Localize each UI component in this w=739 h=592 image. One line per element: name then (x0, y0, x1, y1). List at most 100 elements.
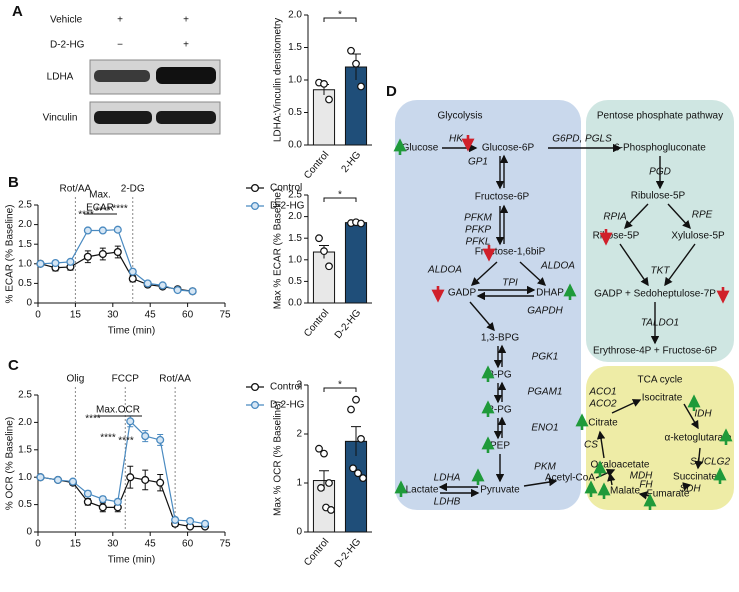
legend-label: D-2-HG (270, 400, 305, 411)
metabolite: PEP (490, 441, 510, 452)
y-tick-label: 1.0 (288, 75, 302, 86)
data-point (320, 449, 328, 458)
event-label: Rot/AA (159, 374, 191, 385)
y-tick-label: 0 (26, 527, 32, 538)
data-point (98, 226, 107, 235)
data-point (53, 475, 62, 484)
annotation: **** (95, 206, 111, 217)
enzyme: ACO2 (588, 399, 617, 410)
error-bar (351, 426, 361, 457)
x-tick-label: Control (302, 537, 331, 569)
enzyme: RPIA (603, 212, 627, 223)
y-tick-label: 1.5 (18, 444, 32, 455)
enzyme: GAPDH (527, 306, 563, 317)
data-point (171, 515, 180, 524)
y-tick-label: 2.5 (288, 190, 302, 201)
metabolite: Lactate (406, 485, 439, 496)
pathway-title: Glycolysis (437, 111, 482, 122)
blot-mark: + (183, 15, 189, 26)
metabolite: Ribulose-5P (631, 191, 686, 202)
x-tick-label: 60 (182, 539, 194, 550)
blot-band-label: Vinculin (43, 113, 78, 124)
enzyme: FH (639, 480, 653, 491)
significance-bracket (323, 197, 357, 202)
data-point (51, 258, 60, 268)
metabolite: α-ketoglutarate (665, 433, 732, 444)
data-point (352, 395, 360, 404)
y-tick-label: 2.0 (288, 211, 302, 222)
event-label: FCCP (112, 374, 140, 385)
metabolite: Oxaloacetate (591, 460, 650, 471)
enzyme: TKT (651, 266, 671, 277)
annotation: **** (85, 414, 101, 425)
legend-label: Control (270, 183, 302, 194)
data-point (188, 287, 197, 296)
y-tick-label: 0.0 (288, 298, 302, 309)
data-point (126, 417, 135, 426)
enzyme: G6PD, PGLS (552, 134, 612, 145)
data-point (126, 473, 135, 482)
pathway-arrow (624, 203, 649, 230)
data-point (347, 405, 355, 414)
event-label: Rot/AA (60, 184, 92, 195)
y-tick-label: 0.5 (288, 276, 302, 287)
data-point (317, 484, 325, 492)
legend-marker (250, 382, 260, 392)
blot-band (156, 111, 216, 124)
y-tick-label: 1.0 (18, 472, 32, 483)
y-tick-label: 0.5 (288, 107, 302, 118)
metabolite: Glucose-6P (482, 143, 535, 154)
data-point (325, 479, 333, 487)
data-point (113, 225, 122, 234)
pathway-arrow (664, 243, 696, 287)
enzyme: PFKM (464, 213, 492, 224)
data-point (354, 469, 362, 478)
y-axis-label: Max % ECAR (% Baseline) (273, 189, 284, 310)
x-tick-label: 15 (70, 539, 82, 550)
pathway-arrow (519, 261, 547, 286)
data-point (141, 432, 150, 441)
y-tick-label: 0.5 (18, 278, 32, 289)
enzyme: ACO1 (588, 387, 616, 398)
blot-mark: − (117, 40, 123, 51)
enzyme: ALDOA (540, 261, 575, 272)
series-line (40, 229, 193, 292)
x-tick-label: Control (302, 308, 331, 340)
enzyme: ENO1 (531, 423, 558, 434)
significance-bracket (323, 17, 357, 22)
x-tick-label: 45 (145, 310, 157, 321)
metabolite: Erythrose-4P + Fructose-6P (593, 346, 717, 357)
enzyme: LDHA (434, 473, 461, 484)
data-point (98, 503, 107, 512)
blot-band (94, 111, 152, 124)
data-point (128, 274, 137, 283)
x-tick-label: 30 (107, 539, 119, 550)
data-point (98, 249, 107, 259)
y-tick-label: 0 (26, 298, 32, 309)
data-point (357, 435, 365, 443)
y-axis-label: % OCR (% Baseline) (5, 417, 16, 510)
y-axis-label: % ECAR (% Baseline) (5, 205, 16, 304)
data-point (315, 234, 323, 243)
legend-marker (250, 201, 260, 211)
y-tick-label: 1.5 (288, 42, 302, 53)
data-point (357, 82, 365, 91)
data-point (113, 247, 122, 257)
x-tick-label: 75 (219, 310, 231, 321)
metabolite: GADP (448, 288, 477, 299)
enzyme: IDH (694, 409, 712, 420)
metabolite: Succinate (673, 472, 717, 483)
x-tick-label: 0 (35, 310, 41, 321)
x-tick-label: 30 (107, 310, 119, 321)
data-point (347, 46, 355, 55)
metabolite: Fructose-6P (475, 192, 530, 203)
blot-row-label: Vehicle (50, 15, 83, 26)
x-tick-label: 45 (145, 539, 157, 550)
enzyme: GP1 (468, 157, 488, 168)
significance: * (338, 10, 342, 21)
y-tick-label: 1.0 (18, 258, 32, 269)
data-point (68, 477, 77, 486)
y-tick-label: 1.5 (18, 239, 32, 250)
y-tick-label: 2.5 (18, 200, 32, 211)
y-tick-label: 2 (296, 429, 302, 440)
